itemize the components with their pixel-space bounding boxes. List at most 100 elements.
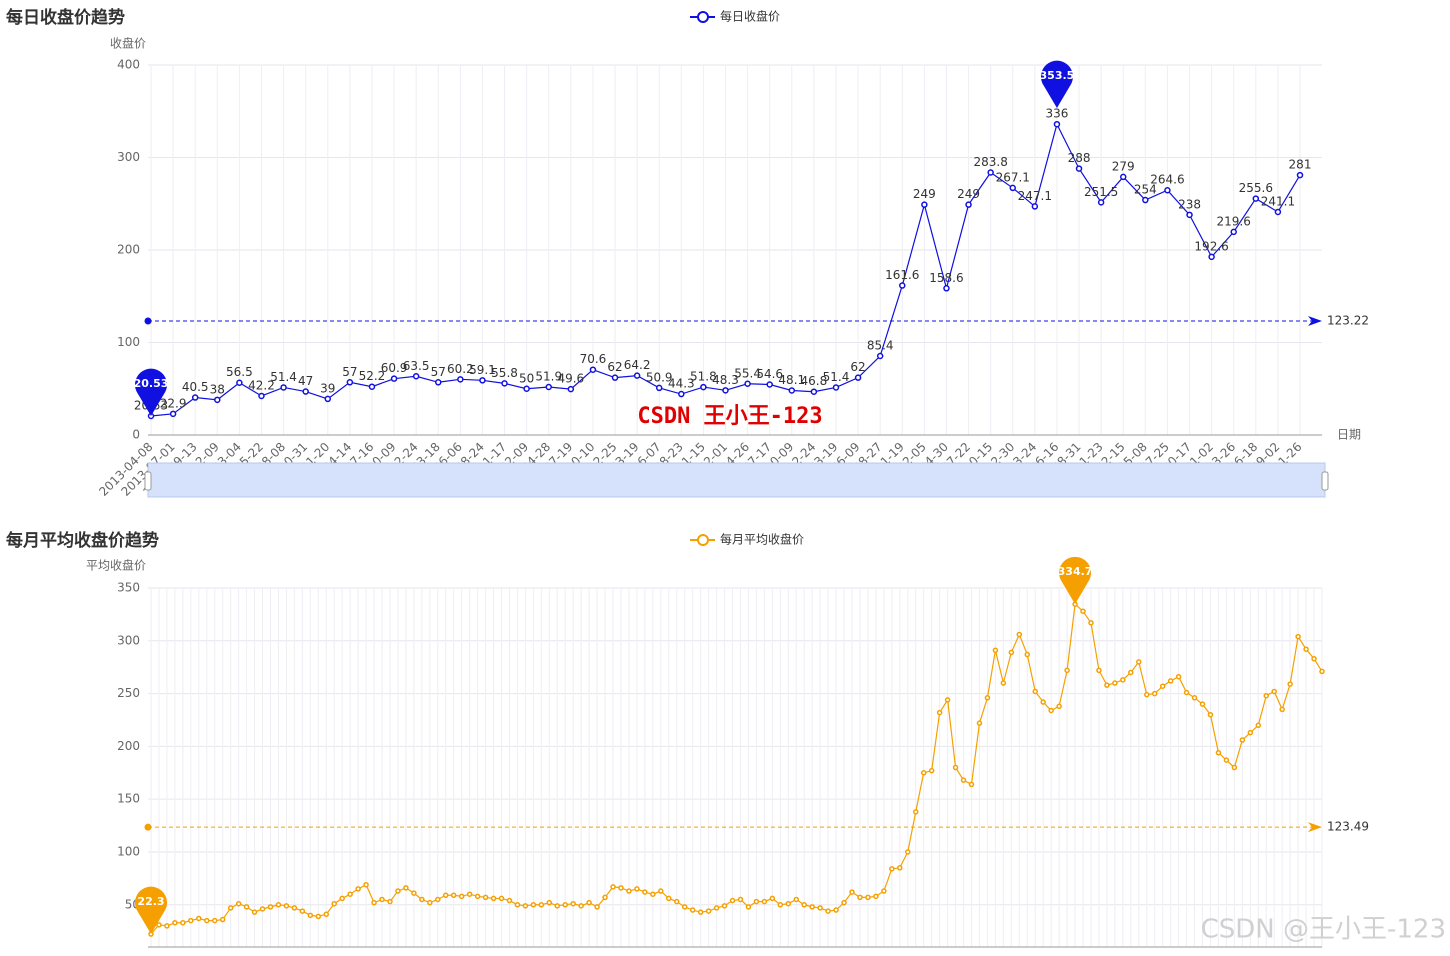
data-point (530, 902, 537, 908)
data-point (960, 777, 967, 783)
data-point (1159, 683, 1166, 689)
data-point (943, 285, 950, 292)
data-point (737, 896, 744, 903)
data-label: 63.5 (403, 359, 430, 373)
data-point (458, 893, 465, 900)
data-point (299, 908, 306, 914)
y-axis-label: 平均收盘价 (86, 558, 146, 573)
average-arrow (1308, 822, 1322, 833)
y-tick-label: 300 (117, 633, 140, 647)
data-point (1295, 633, 1301, 640)
data-label: 254 (1134, 183, 1157, 197)
data-point (538, 902, 545, 908)
data-point (1120, 677, 1126, 683)
data-point (744, 380, 751, 388)
data-point (291, 905, 298, 911)
data-point (857, 894, 863, 901)
data-point (1191, 695, 1198, 701)
data-point (514, 902, 521, 908)
data-point (865, 894, 871, 901)
average-label: 123.49 (1327, 820, 1369, 834)
data-point (634, 886, 640, 892)
data-point (689, 907, 696, 913)
data-point (355, 886, 361, 892)
data-point (825, 908, 831, 914)
data-point (482, 894, 489, 901)
data-point (753, 898, 760, 905)
data-label: 55.8 (491, 366, 518, 380)
data-point (1186, 211, 1193, 219)
data-point (1008, 649, 1015, 656)
data-point (1175, 673, 1182, 680)
data-point (1064, 667, 1070, 674)
data-point (785, 900, 792, 907)
mark-pin-label: 22.3 (137, 895, 164, 908)
data-point (275, 902, 282, 908)
data-label: 47 (298, 374, 313, 388)
data-point (1252, 195, 1260, 202)
data-point (854, 374, 862, 381)
legend-marker[interactable] (697, 534, 709, 546)
data-point (705, 908, 712, 914)
data-point (546, 899, 553, 906)
data-point (873, 893, 879, 900)
data-point (697, 909, 704, 915)
legend-label[interactable]: 每月平均收盘价 (720, 532, 804, 547)
legend-label[interactable]: 每日收盘价 (720, 9, 780, 24)
zoom-handle[interactable] (1321, 471, 1329, 491)
data-point (323, 911, 330, 918)
data-point (968, 781, 975, 788)
data-point (650, 891, 656, 897)
data-point (769, 895, 776, 902)
data-point (204, 917, 210, 924)
y-tick-label: 250 (117, 686, 140, 700)
data-point (1136, 659, 1142, 665)
data-point (761, 898, 768, 905)
data-point (889, 866, 895, 872)
data-point (1207, 711, 1214, 718)
data-label: 52.2 (359, 369, 386, 383)
data-label: 39 (320, 381, 335, 395)
data-label: 281 (1289, 158, 1312, 172)
data-point (905, 849, 911, 855)
data-point (236, 379, 243, 386)
data-point (1056, 703, 1062, 710)
data-label: 59.1 (469, 363, 496, 377)
data-point (944, 697, 951, 703)
data-label: 60.2 (447, 362, 474, 376)
data-point (371, 899, 377, 906)
data-point (395, 888, 401, 894)
data-point (610, 884, 616, 890)
zoom-slider[interactable] (147, 462, 1326, 498)
legend-marker[interactable] (697, 11, 709, 23)
data-point (594, 904, 600, 910)
data-point (658, 888, 664, 894)
data-point (602, 894, 608, 901)
data-point (251, 909, 258, 915)
data-point (164, 923, 170, 929)
zoom-handle[interactable] (144, 471, 152, 491)
data-point (817, 905, 823, 911)
chart-title: 每月平均收盘价趋势 (6, 530, 159, 551)
data-point (523, 385, 530, 392)
data-point (912, 809, 919, 815)
data-point (324, 395, 332, 403)
data-point (992, 647, 999, 654)
data-point (1075, 165, 1083, 172)
data-label: 267.1 (996, 170, 1030, 184)
data-point (589, 366, 597, 373)
data-point (1164, 186, 1171, 194)
data-point (1287, 681, 1293, 687)
data-point (721, 903, 728, 909)
data-point (1296, 171, 1304, 179)
data-point (387, 898, 393, 905)
data-point (1048, 707, 1054, 714)
data-point (259, 906, 266, 912)
data-point (626, 888, 632, 894)
data-point (1274, 208, 1282, 216)
data-label: 49.6 (557, 372, 584, 386)
data-point (258, 392, 265, 400)
series-line (150, 602, 1323, 935)
data-point (368, 383, 376, 390)
